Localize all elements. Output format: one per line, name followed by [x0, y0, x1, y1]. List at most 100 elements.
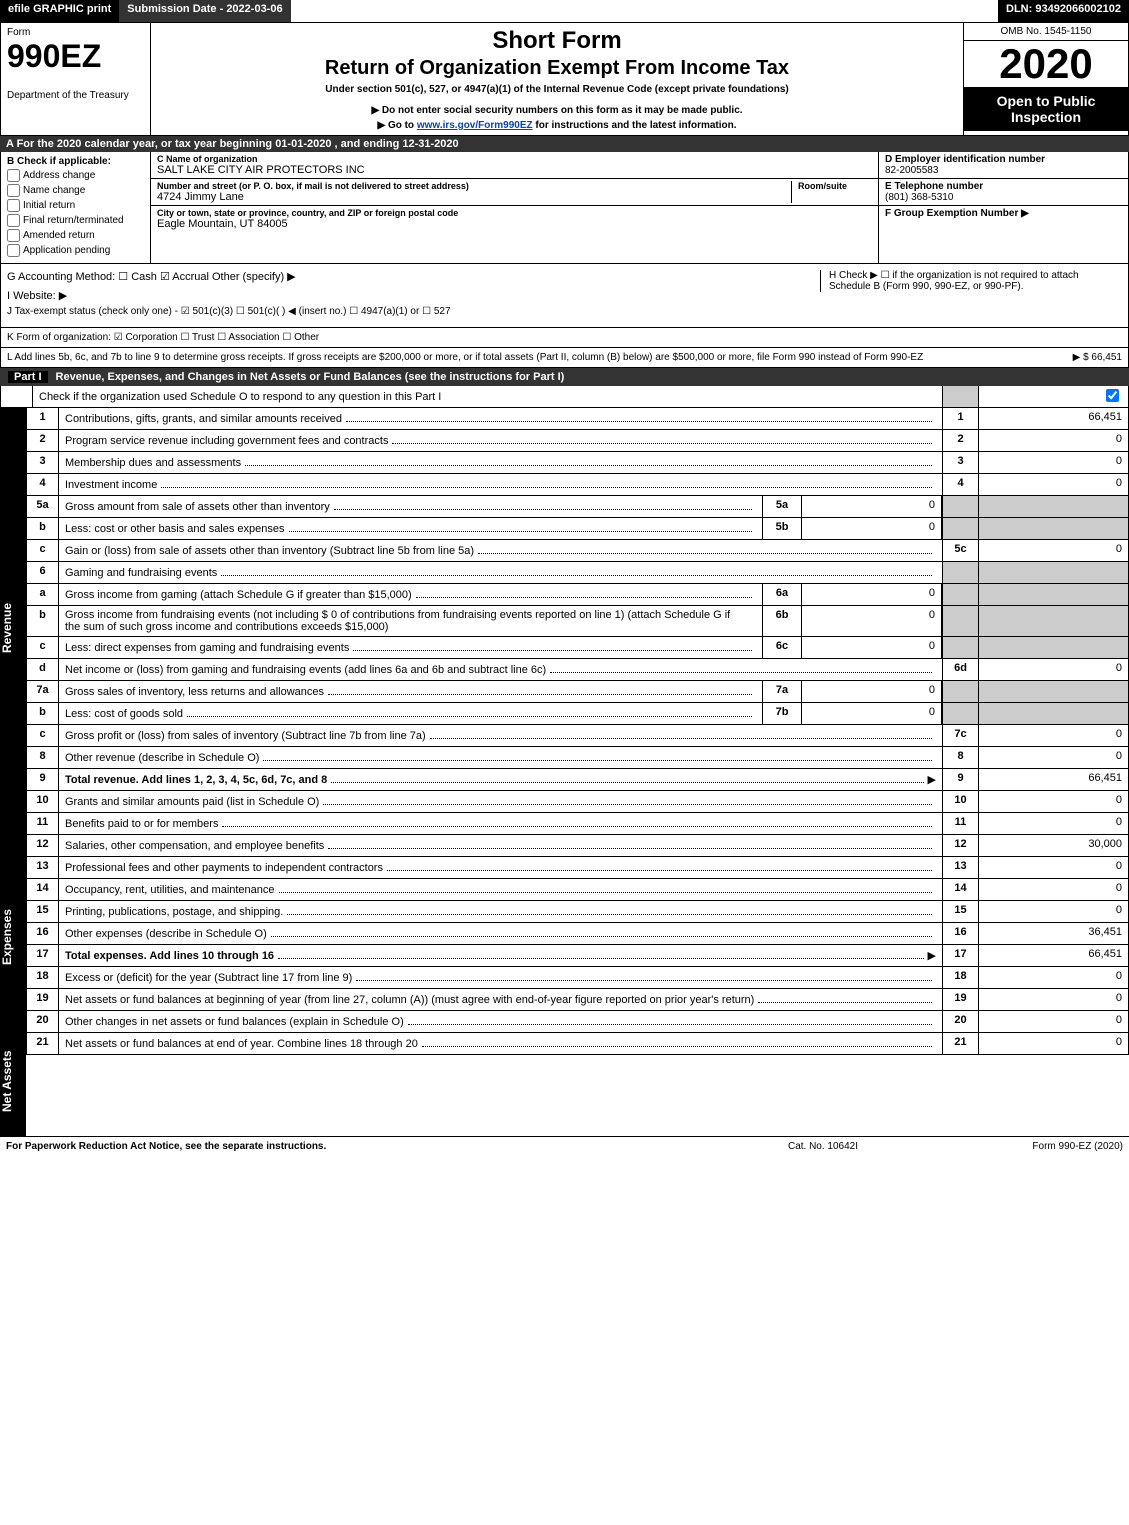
b-checkbox-3[interactable]: [7, 214, 20, 227]
line-value: 0: [978, 989, 1128, 1010]
rn: 16: [942, 923, 978, 944]
sub-val: 0: [802, 496, 942, 517]
omb-number: OMB No. 1545-1150: [964, 23, 1128, 41]
d-cell: D Employer identification number 82-2005…: [879, 152, 1128, 179]
line-desc: Less: cost or other basis and sales expe…: [59, 518, 762, 539]
b-checkbox-1[interactable]: [7, 184, 20, 197]
b-option-2[interactable]: Initial return: [7, 199, 144, 212]
form-number: 990EZ: [7, 40, 144, 72]
phone: (801) 368-5310: [885, 192, 1122, 203]
line-13: 13Professional fees and other payments t…: [26, 857, 1129, 879]
line-num: 12: [27, 835, 59, 856]
rn: 1: [942, 408, 978, 429]
line-c: cGain or (loss) from sale of assets othe…: [26, 540, 1129, 562]
line-value: 0: [978, 540, 1128, 561]
line-12: 12Salaries, other compensation, and empl…: [26, 835, 1129, 857]
efile-label[interactable]: efile GRAPHIC print: [0, 0, 119, 22]
line-value: 0: [978, 747, 1128, 768]
line-num: 3: [27, 452, 59, 473]
line-17: 17Total expenses. Add lines 10 through 1…: [26, 945, 1129, 967]
line-value: 0: [978, 879, 1128, 900]
h-box: H Check ▶ ☐ if the organization is not r…: [820, 270, 1120, 292]
b-option-3[interactable]: Final return/terminated: [7, 214, 144, 227]
line-desc: Less: cost of goods sold: [59, 703, 762, 724]
line-num: d: [27, 659, 59, 680]
line-value: 0: [978, 474, 1128, 495]
line-num: 6: [27, 562, 59, 583]
b-checkbox-5[interactable]: [7, 244, 20, 257]
line-desc: Printing, publications, postage, and shi…: [59, 901, 942, 922]
rn: 15: [942, 901, 978, 922]
rn: 8: [942, 747, 978, 768]
line-value: 0: [978, 901, 1128, 922]
sub-num: 6b: [762, 606, 802, 636]
ein: 82-2005583: [885, 165, 1122, 176]
line-9: 9Total revenue. Add lines 1, 2, 3, 4, 5c…: [26, 769, 1129, 791]
b-checkbox-0[interactable]: [7, 169, 20, 182]
b-title: B Check if applicable:: [7, 156, 144, 167]
b-checkbox-2[interactable]: [7, 199, 20, 212]
org-street: 4724 Jimmy Lane: [157, 191, 785, 203]
rn: 20: [942, 1011, 978, 1032]
top-bar: efile GRAPHIC print Submission Date - 20…: [0, 0, 1129, 22]
line-desc: Contributions, gifts, grants, and simila…: [59, 408, 942, 429]
line-desc: Gross income from fundraising events (no…: [59, 606, 762, 636]
rn-gray: [942, 703, 978, 724]
val-gray: [978, 637, 1128, 658]
schedule-o-checkbox[interactable]: [1106, 389, 1119, 402]
line-desc: Net income or (loss) from gaming and fun…: [59, 659, 942, 680]
line-14: 14Occupancy, rent, utilities, and mainte…: [26, 879, 1129, 901]
val-gray: [978, 703, 1128, 724]
line-desc: Net assets or fund balances at beginning…: [59, 989, 942, 1010]
b-option-1[interactable]: Name change: [7, 184, 144, 197]
line-value: 0: [978, 430, 1128, 451]
b-option-5[interactable]: Application pending: [7, 244, 144, 257]
rn: 9: [942, 769, 978, 790]
sub-num: 6c: [762, 637, 802, 658]
b-checkbox-4[interactable]: [7, 229, 20, 242]
f-label: F Group Exemption Number ▶: [885, 208, 1122, 219]
part1-header: Part I Revenue, Expenses, and Changes in…: [0, 368, 1129, 386]
footer: For Paperwork Reduction Act Notice, see …: [0, 1136, 1129, 1156]
line-desc: Other changes in net assets or fund bala…: [59, 1011, 942, 1032]
rn-gray: [942, 637, 978, 658]
line-desc: Program service revenue including govern…: [59, 430, 942, 451]
l-row: L Add lines 5b, 6c, and 7b to line 9 to …: [0, 348, 1129, 368]
c-name-label: C Name of organization: [157, 154, 872, 164]
irs-link[interactable]: www.irs.gov/Form990EZ: [417, 120, 533, 131]
rn-gray: [942, 584, 978, 605]
rn: 7c: [942, 725, 978, 746]
c-city-label: City or town, state or province, country…: [157, 208, 872, 218]
b-option-4[interactable]: Amended return: [7, 229, 144, 242]
tax-year: 2020: [964, 41, 1128, 87]
part1-title: Revenue, Expenses, and Changes in Net As…: [56, 371, 1121, 383]
line-num: a: [27, 584, 59, 605]
line-20: 20Other changes in net assets or fund ba…: [26, 1011, 1129, 1033]
line-value: 0: [978, 452, 1128, 473]
part1-num: Part I: [8, 371, 48, 383]
e-label: E Telephone number: [885, 181, 1122, 192]
header-center: Short Form Return of Organization Exempt…: [151, 23, 963, 135]
line-value: 0: [978, 659, 1128, 680]
line-18: 18Excess or (deficit) for the year (Subt…: [26, 967, 1129, 989]
org-name: SALT LAKE CITY AIR PROTECTORS INC: [157, 164, 872, 176]
rn: 17: [942, 945, 978, 966]
rn-gray: [942, 681, 978, 702]
b-option-0[interactable]: Address change: [7, 169, 144, 182]
line-num: c: [27, 725, 59, 746]
department: Department of the Treasury: [7, 90, 144, 101]
rn: 11: [942, 813, 978, 834]
line-num: 1: [27, 408, 59, 429]
line-10: 10Grants and similar amounts paid (list …: [26, 791, 1129, 813]
line-num: 5a: [27, 496, 59, 517]
line-d: dNet income or (loss) from gaming and fu…: [26, 659, 1129, 681]
line-7a: 7aGross sales of inventory, less returns…: [26, 681, 1129, 703]
line-desc: Other revenue (describe in Schedule O): [59, 747, 942, 768]
line-5a: 5aGross amount from sale of assets other…: [26, 496, 1129, 518]
d-label: D Employer identification number: [885, 154, 1122, 165]
revenue-label: Revenue: [0, 408, 26, 848]
line-1: 1Contributions, gifts, grants, and simil…: [26, 408, 1129, 430]
row-a: A For the 2020 calendar year, or tax yea…: [0, 136, 1129, 152]
line-value: 66,451: [978, 945, 1128, 966]
rn: 19: [942, 989, 978, 1010]
